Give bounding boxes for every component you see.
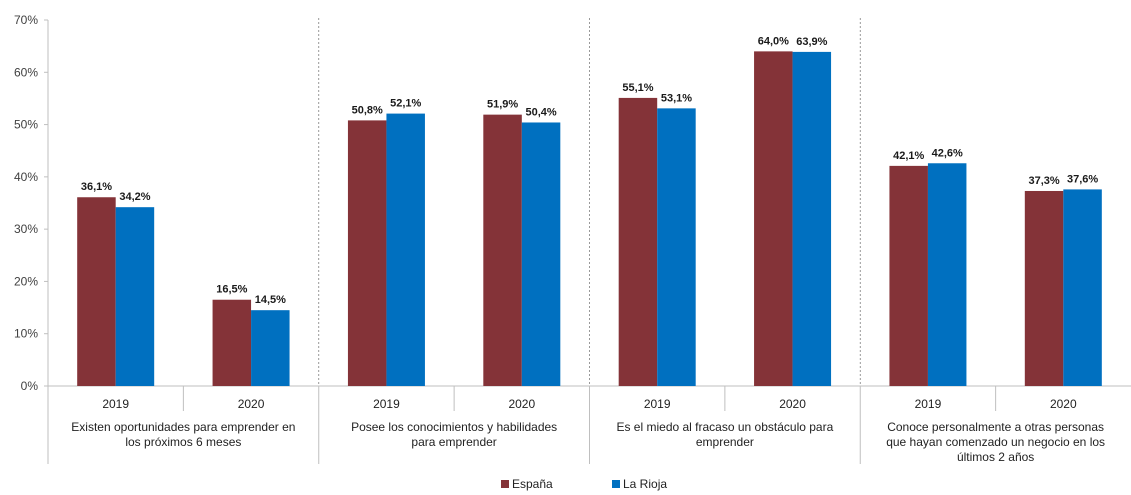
- data-label: 14,5%: [255, 294, 286, 306]
- bar-la-rioja: [521, 122, 561, 386]
- data-label: 50,4%: [525, 106, 556, 118]
- data-label: 64,0%: [758, 35, 789, 47]
- data-label: 37,3%: [1028, 175, 1059, 187]
- x-group-label: Conoce personalmente a otras personas: [887, 420, 1104, 434]
- data-label: 42,1%: [893, 150, 924, 162]
- x-group-label: emprender: [696, 435, 754, 449]
- x-group-label: Existen oportunidades para emprender en: [71, 420, 295, 434]
- legend-label-la-rioja: La Rioja: [623, 477, 667, 491]
- data-label: 51,9%: [487, 99, 518, 111]
- bar-la-rioja: [115, 207, 155, 386]
- bar-la-rioja: [792, 51, 832, 386]
- data-label: 55,1%: [622, 82, 653, 94]
- x-group-label: para emprender: [411, 435, 496, 449]
- x-year-label: 2019: [102, 397, 129, 411]
- y-tick-label: 0%: [21, 379, 39, 393]
- x-group-label: Posee los conocimientos y habilidades: [351, 420, 557, 434]
- data-label: 36,1%: [81, 181, 112, 193]
- data-label: 50,8%: [352, 104, 383, 116]
- data-label: 52,1%: [390, 98, 421, 110]
- x-group-label: que hayan comenzado un negocio en los: [886, 435, 1105, 449]
- y-tick-label: 10%: [14, 327, 38, 341]
- legend-swatch-espana: [501, 480, 509, 488]
- x-group-label: últimos 2 años: [957, 450, 1034, 464]
- x-year-label: 2020: [238, 397, 265, 411]
- data-label: 34,2%: [119, 191, 150, 203]
- y-tick-label: 60%: [14, 65, 38, 79]
- bar-espana: [754, 51, 793, 386]
- bar-espana: [889, 165, 928, 386]
- y-tick-label: 40%: [14, 170, 38, 184]
- x-year-label: 2020: [779, 397, 806, 411]
- bar-la-rioja: [927, 163, 967, 386]
- data-label: 16,5%: [216, 284, 247, 296]
- legend-swatch-la-rioja: [612, 480, 620, 488]
- bar-espana: [483, 114, 522, 386]
- bar-espana: [618, 97, 658, 387]
- data-label: 63,9%: [796, 36, 827, 48]
- data-label: 37,6%: [1067, 173, 1098, 185]
- data-label: 53,1%: [661, 92, 692, 104]
- x-year-label: 2019: [915, 397, 942, 411]
- y-tick-label: 20%: [14, 274, 38, 288]
- bar-la-rioja: [386, 113, 425, 386]
- y-tick-label: 70%: [14, 13, 38, 27]
- y-tick-label: 50%: [14, 118, 38, 132]
- bar-espana: [77, 197, 116, 386]
- x-year-label: 2019: [644, 397, 671, 411]
- bar-la-rioja: [1063, 189, 1102, 386]
- x-group-label: los próximos 6 meses: [125, 435, 241, 449]
- bar-espana: [347, 120, 387, 386]
- x-year-label: 2020: [1050, 397, 1077, 411]
- bar-la-rioja: [657, 108, 696, 386]
- x-year-label: 2020: [508, 397, 535, 411]
- bar-la-rioja: [251, 310, 290, 386]
- bar-espana: [212, 299, 252, 386]
- legend-label-espana: España: [512, 477, 553, 491]
- y-tick-label: 30%: [14, 222, 38, 236]
- bar-espana: [1024, 190, 1064, 386]
- x-group-label: Es el miedo al fracaso un obstáculo para: [616, 420, 833, 434]
- x-year-label: 2019: [373, 397, 400, 411]
- data-label: 42,6%: [932, 147, 963, 159]
